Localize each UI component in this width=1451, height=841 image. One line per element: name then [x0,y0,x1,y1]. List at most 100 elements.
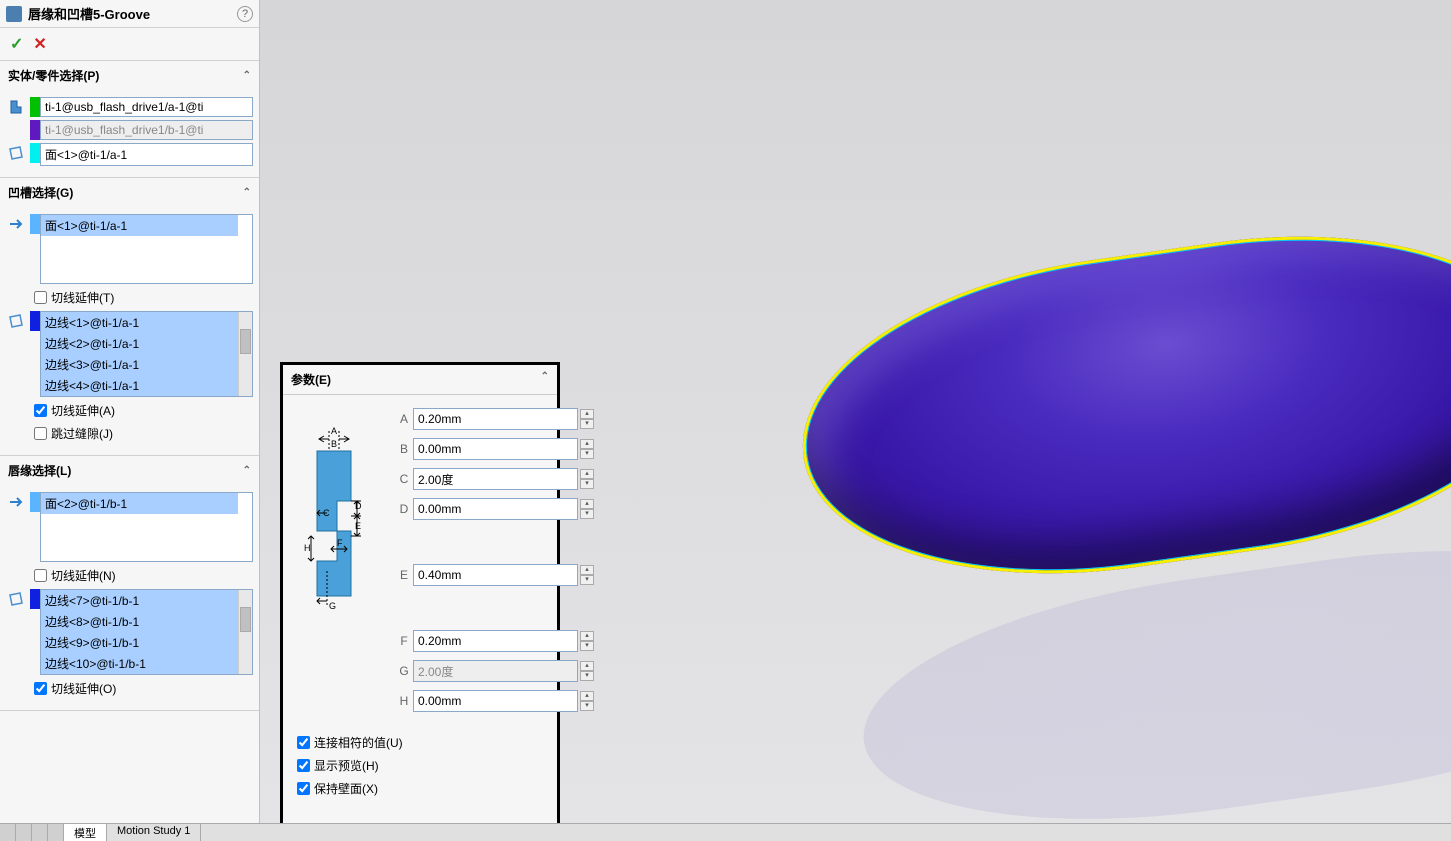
lip-edge-swatch [30,589,40,609]
groove-face-list[interactable]: 面<1>@ti-1/a-1 [40,214,253,284]
help-icon[interactable]: ? [237,6,253,22]
spinner[interactable]: ▴▾ [580,499,594,519]
tab-nav-first[interactable] [0,824,16,841]
list-item[interactable]: 边线<4>@ti-1/a-1 [41,375,238,396]
swatch-c [30,143,40,163]
chk-tangent-o[interactable] [34,682,47,695]
list-item[interactable]: 面<2>@ti-1/b-1 [41,493,238,514]
lip-face-list[interactable]: 面<2>@ti-1/b-1 [40,492,253,562]
svg-text:B: B [331,439,337,449]
chk-keepwall[interactable] [297,782,310,795]
param-input-b[interactable] [413,438,578,460]
section-lip-head[interactable]: 唇缘选择(L) ⌃ [0,456,259,485]
parameters-inputs: A▴▾ B▴▾ C▴▾ D▴▾ E▴▾ F▴▾ G▴▾ H▴▾ [395,401,594,719]
svg-text:E: E [355,521,361,531]
direction-icon[interactable] [6,214,26,234]
face-icon [6,143,26,163]
scrollbar-thumb[interactable] [240,607,251,632]
groove-edge-swatch [30,311,40,331]
param-label-a: A [395,412,413,426]
scrollbar-thumb[interactable] [240,329,251,354]
spinner[interactable]: ▴▾ [580,409,594,429]
section-entity-title: 实体/零件选择(P) [8,67,99,84]
entity-field-c[interactable]: 面<1>@ti-1/a-1 [40,143,253,166]
lip-face-swatch [30,492,40,512]
list-item[interactable]: 边线<10>@ti-1/b-1 [41,653,238,674]
spacer-icon [6,120,26,140]
collapse-icon: ⌃ [243,465,251,476]
list-item[interactable]: 边线<1>@ti-1/a-1 [41,312,238,333]
confirm-row: ✓ ✕ [0,28,259,61]
param-input-a[interactable] [413,408,578,430]
section-entity: 实体/零件选择(P) ⌃ ti-1@usb_flash_drive1/a-1@t… [0,61,259,178]
list-item[interactable]: 边线<3>@ti-1/a-1 [41,354,238,375]
scrollbar[interactable] [238,590,252,674]
direction-icon[interactable] [6,492,26,512]
chk-preview[interactable] [297,759,310,772]
swatch-b [30,120,40,140]
list-item[interactable]: 边线<2>@ti-1/a-1 [41,333,238,354]
tab-model[interactable]: 模型 [64,824,107,841]
body-icon [6,97,26,117]
chk-tangent-t[interactable] [34,291,47,304]
list-item[interactable]: 边线<9>@ti-1/b-1 [41,632,238,653]
tab-nav-prev[interactable] [16,824,32,841]
section-entity-head[interactable]: 实体/零件选择(P) ⌃ [0,61,259,90]
section-lip-title: 唇缘选择(L) [8,462,71,479]
parameters-head[interactable]: 参数(E) ⌃ [283,365,557,395]
param-label-g: G [395,664,413,678]
chk-tangent-o-label: 切线延伸(O) [51,680,116,697]
tab-motion-study[interactable]: Motion Study 1 [107,824,201,841]
param-input-h[interactable] [413,690,578,712]
scrollbar[interactable] [238,312,252,396]
param-input-c[interactable] [413,468,578,490]
parameters-title: 参数(E) [291,371,331,388]
ok-button[interactable]: ✓ [10,34,23,54]
list-item[interactable]: 边线<8>@ti-1/b-1 [41,611,238,632]
spinner[interactable]: ▴▾ [580,631,594,651]
spinner[interactable]: ▴▾ [580,469,594,489]
entity-field-a[interactable]: ti-1@usb_flash_drive1/a-1@ti [40,97,253,117]
cancel-button[interactable]: ✕ [33,34,46,54]
param-label-b: B [395,442,413,456]
feature-icon [6,6,22,22]
chk-preview-label: 显示预览(H) [314,757,379,774]
list-item[interactable]: 面<1>@ti-1/a-1 [41,215,238,236]
entity-field-b[interactable]: ti-1@usb_flash_drive1/b-1@ti [40,120,253,140]
groove-edge-list[interactable]: 边线<1>@ti-1/a-1 边线<2>@ti-1/a-1 边线<3>@ti-1… [40,311,253,397]
param-label-d: D [395,502,413,516]
chk-skip-j[interactable] [34,427,47,440]
chk-tangent-n[interactable] [34,569,47,582]
chk-tangent-a[interactable] [34,404,47,417]
collapse-icon: ⌃ [243,70,251,81]
svg-text:G: G [329,601,336,611]
section-groove-title: 凹槽选择(G) [8,184,73,201]
chk-tangent-a-label: 切线延伸(A) [51,402,115,419]
param-label-c: C [395,472,413,486]
collapse-icon: ⌃ [541,371,549,388]
section-groove-head[interactable]: 凹槽选择(G) ⌃ [0,178,259,207]
chk-link-values[interactable] [297,736,310,749]
spinner[interactable]: ▴▾ [580,691,594,711]
param-input-f[interactable] [413,630,578,652]
chk-tangent-t-label: 切线延伸(T) [51,289,114,306]
lip-edge-list[interactable]: 边线<7>@ti-1/b-1 边线<8>@ti-1/b-1 边线<9>@ti-1… [40,589,253,675]
collapse-icon: ⌃ [243,187,251,198]
tab-nav-next[interactable] [32,824,48,841]
param-label-h: H [395,694,413,708]
swatch-a [30,97,40,117]
spinner[interactable]: ▴▾ [580,439,594,459]
parameters-panel: 参数(E) ⌃ A B C D E [280,362,560,840]
chk-keepwall-label: 保持壁面(X) [314,780,378,797]
param-input-e[interactable] [413,564,578,586]
list-item[interactable]: 边线<7>@ti-1/b-1 [41,590,238,611]
edge-icon [6,311,26,331]
feature-title: 唇缘和凹槽5-Groove [28,4,237,23]
param-input-d[interactable] [413,498,578,520]
tab-nav-last[interactable] [48,824,64,841]
spinner[interactable]: ▴▾ [580,661,594,681]
svg-text:H: H [304,543,311,553]
bottom-tabs: 模型 Motion Study 1 [0,823,1451,841]
chk-skip-j-label: 跳过缝隙(J) [51,425,113,442]
spinner[interactable]: ▴▾ [580,565,594,585]
